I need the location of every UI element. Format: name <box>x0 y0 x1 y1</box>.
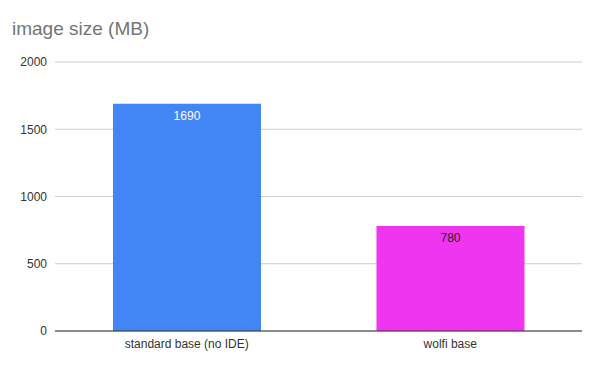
html-text:image size (MB): image size (MB) <box>12 18 150 39</box>
svg-text:500: 500 <box>27 257 47 271</box>
svg-text:standard base (no IDE): standard base (no IDE) <box>125 337 249 351</box>
svg-text:1690: 1690 <box>174 109 201 123</box>
svg-text:1000: 1000 <box>20 190 47 204</box>
svg-text:0: 0 <box>40 324 47 338</box>
svg-text:wolfi base: wolfi base <box>423 337 478 351</box>
svg-text:780: 780 <box>440 231 460 245</box>
svg-text:1500: 1500 <box>20 123 47 137</box>
svg-text:2000: 2000 <box>20 55 47 69</box>
